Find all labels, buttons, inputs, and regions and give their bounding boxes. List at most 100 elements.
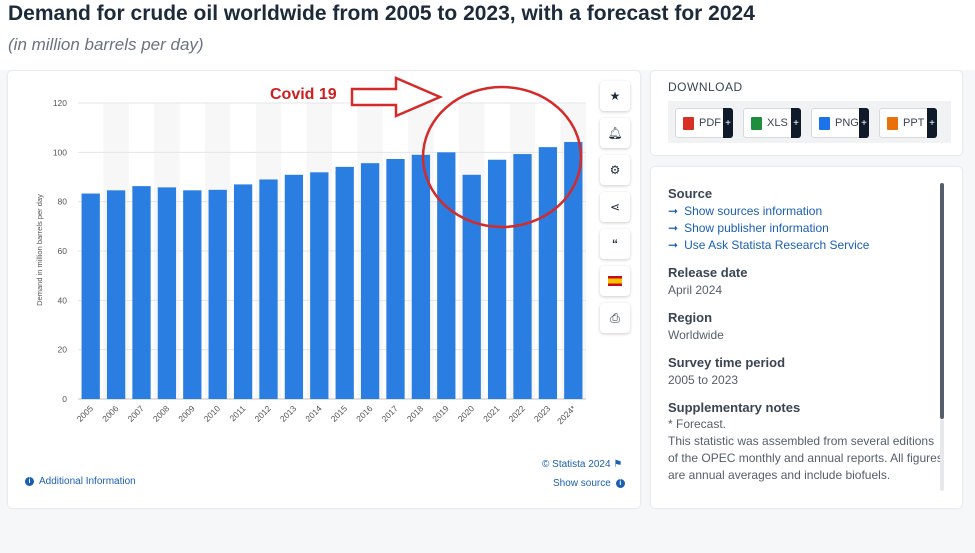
page-title: Demand for crude oil worldwide from 2005… — [8, 2, 755, 25]
download-ppt-button[interactable]: PPT + — [879, 108, 937, 138]
cite-button[interactable]: “ — [600, 229, 630, 259]
source-heading: Source — [668, 186, 713, 201]
x-tick-label: 2010 — [202, 403, 223, 424]
plus-icon: + — [927, 108, 937, 138]
language-button[interactable] — [600, 266, 630, 296]
show-source-link[interactable]: Show source i — [553, 478, 625, 489]
notes-line: * Forecast. — [668, 417, 727, 431]
bar-2012[interactable] — [259, 179, 278, 399]
info-icon: i — [25, 477, 34, 486]
scrollbar-thumb[interactable] — [940, 183, 944, 419]
bar-2020[interactable] — [462, 174, 481, 399]
covid-highlight-ellipse — [421, 85, 583, 229]
x-tick-label: 2022 — [506, 403, 527, 424]
settings-button[interactable]: ⚙ — [600, 155, 630, 185]
download-xls-button[interactable]: XLS + — [743, 108, 801, 138]
bar-2013[interactable] — [284, 174, 304, 399]
additional-info-label: Additional Information — [39, 476, 136, 487]
plus-icon: + — [723, 108, 733, 138]
print-button[interactable]: ⎙ — [600, 303, 630, 333]
download-pdf-label: PDF — [699, 117, 721, 129]
pdf-file-icon — [683, 116, 694, 130]
x-tick-label: 2006 — [100, 403, 121, 424]
covid-arrow — [350, 76, 444, 118]
y-tick-label: 120 — [53, 98, 67, 108]
ask-statista-link[interactable]: ➞ Use Ask Statista Research Service — [668, 238, 869, 252]
bar-2022[interactable] — [513, 154, 532, 399]
show-sources-link[interactable]: ➞ Show sources information — [668, 204, 822, 218]
statista-credit[interactable]: © Statista 2024 ⚑ — [542, 459, 622, 470]
bar-2005[interactable] — [81, 193, 100, 399]
region-heading: Region — [668, 310, 713, 325]
survey-period-value: 2005 to 2023 — [668, 373, 739, 387]
plus-icon: + — [859, 108, 869, 138]
bar-2024*[interactable] — [564, 141, 583, 399]
bar-2006[interactable] — [106, 190, 126, 399]
arrow-right-icon: ➞ — [668, 238, 679, 252]
x-tick-label: 2009 — [176, 403, 197, 424]
bar-2011[interactable] — [233, 184, 253, 399]
bar-2015[interactable] — [335, 166, 354, 399]
bar-2008[interactable] — [157, 187, 177, 399]
release-date-value: April 2024 — [668, 283, 723, 297]
link-label: Show publisher information — [684, 221, 829, 235]
info-card: Source ➞ Show sources information ➞ Show p… — [651, 167, 962, 508]
download-xls-label: XLS — [767, 117, 788, 129]
x-tick-label: 2008 — [151, 403, 172, 424]
link-label: Show sources information — [684, 204, 823, 218]
x-tick-label: 2020 — [456, 403, 477, 424]
notes-line: of the OPEC monthly and annual reports. … — [668, 451, 943, 465]
spain-flag-icon — [608, 276, 622, 286]
y-tick-label: 20 — [58, 345, 68, 355]
notification-button[interactable]: 🔔︎ — [600, 118, 630, 148]
y-tick-label: 100 — [53, 147, 67, 157]
favorite-button[interactable]: ★ — [600, 81, 630, 111]
print-icon: ⎙ — [610, 310, 620, 325]
bar-2018[interactable] — [411, 154, 431, 399]
page-subtitle: (in million barrels per day) — [8, 35, 204, 54]
quote-icon: “ — [612, 237, 618, 251]
bar-2023[interactable] — [538, 147, 558, 399]
y-tick-label: 40 — [58, 295, 68, 305]
x-tick-label: 2024* — [555, 403, 578, 426]
x-tick-label: 2005 — [75, 403, 96, 424]
bar-2017[interactable] — [386, 158, 405, 399]
x-tick-label: 2007 — [125, 403, 146, 424]
show-publisher-link[interactable]: ➞ Show publisher information — [668, 221, 829, 235]
x-tick-label: 2018 — [405, 403, 426, 424]
scrollbar-track[interactable] — [940, 419, 944, 491]
info-icon: i — [615, 479, 625, 488]
bar-2019[interactable] — [437, 152, 456, 399]
credit-text: © Statista 2024 — [542, 459, 611, 470]
x-tick-label: 2021 — [481, 403, 502, 424]
additional-information-link[interactable]: i Additional Information — [25, 476, 136, 487]
survey-period-heading: Survey time period — [668, 355, 786, 370]
y-axis-label: Demand in million barrels per day — [35, 194, 44, 306]
link-label: Use Ask Statista Research Service — [684, 238, 870, 252]
bar-2021[interactable] — [487, 159, 507, 399]
y-tick-label: 80 — [58, 197, 68, 207]
download-card: DOWNLOAD PDF + XLS + PNG + PPT + — [651, 71, 962, 155]
bar-2007[interactable] — [132, 186, 151, 399]
bar-2010[interactable] — [208, 189, 227, 399]
y-tick-label: 60 — [58, 246, 68, 256]
chart: 0 20 40 60 80 100 120 2005 2006 2007 2008 2009 2010… — [35, 76, 586, 426]
download-buttons: PDF + XLS + PNG + PPT + — [668, 101, 951, 143]
share-icon: ⋖ — [609, 200, 621, 214]
bar-2009[interactable] — [183, 190, 202, 399]
show-source-label: Show source — [553, 478, 611, 489]
bar-2014[interactable] — [310, 172, 329, 399]
share-button[interactable]: ⋖ — [600, 192, 630, 222]
x-tick-label: 2023 — [532, 403, 553, 424]
bar-2016[interactable] — [360, 163, 380, 399]
x-tick-label: 2013 — [278, 403, 299, 424]
download-ppt-label: PPT — [903, 117, 925, 129]
download-pdf-button[interactable]: PDF + — [675, 108, 733, 138]
bell-icon: 🔔︎ — [607, 126, 623, 140]
x-tick-label: 2014 — [303, 403, 324, 424]
download-png-label: PNG — [835, 117, 859, 129]
x-tick-label: 2011 — [228, 403, 248, 423]
x-tick-label: 2019 — [430, 403, 451, 424]
download-png-button[interactable]: PNG + — [811, 108, 869, 138]
